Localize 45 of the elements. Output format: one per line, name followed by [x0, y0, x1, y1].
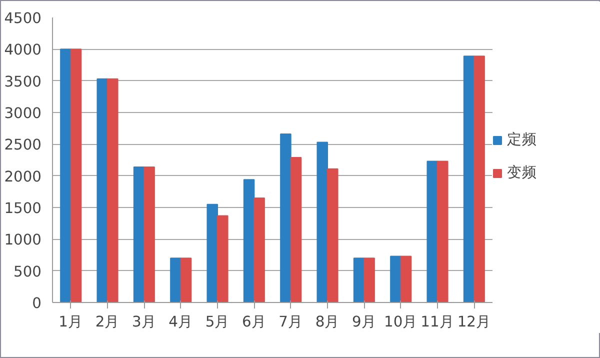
bar [290, 156, 302, 302]
bar [243, 179, 255, 302]
bar [437, 160, 448, 302]
bar [144, 166, 155, 302]
legend-label: 定频 [507, 130, 537, 149]
bar [474, 56, 485, 302]
x-tick-label: 5月 [205, 314, 230, 330]
x-tick-label: 7月 [278, 314, 303, 330]
y-tick-label: 3000 [4, 105, 42, 122]
bar [180, 258, 192, 302]
bar [254, 198, 265, 302]
y-tick-label: 4000 [4, 42, 42, 59]
bar [390, 256, 402, 302]
x-tick-label: 11月 [420, 314, 454, 330]
x-tick-label: 1月 [58, 314, 83, 330]
y-tick-label: 3500 [4, 73, 42, 90]
x-tick-label: 4月 [168, 314, 193, 330]
y-tick-label: 4500 [4, 10, 42, 27]
bar [70, 48, 82, 302]
y-tick-label: 1000 [4, 232, 42, 249]
x-tick-label: 9月 [352, 314, 376, 330]
bar [316, 142, 328, 302]
x-tick-label: 3月 [132, 314, 156, 330]
y-tick-label: 2500 [4, 136, 42, 154]
bar [426, 160, 438, 302]
y-tick-label: 0 [32, 295, 42, 312]
bar [107, 78, 118, 302]
x-tick-label: 6月 [242, 314, 266, 330]
bar [96, 78, 108, 302]
x-tick-label: 12月 [457, 314, 491, 330]
bar [206, 204, 218, 302]
x-tick-label: 2月 [95, 314, 120, 330]
bar [60, 48, 72, 302]
y-tick-label: 2000 [4, 168, 42, 186]
bar [217, 215, 228, 302]
x-tick-label: 10月 [384, 314, 418, 330]
y-tick-label: 1500 [4, 200, 42, 217]
bar [280, 134, 292, 302]
legend-label: 变频 [507, 163, 537, 182]
y-tick-label: 500 [14, 263, 42, 280]
bar [400, 256, 412, 302]
bar [364, 258, 375, 302]
bar [170, 258, 182, 302]
bar [327, 168, 338, 302]
x-tick-label: 8月 [315, 314, 340, 330]
